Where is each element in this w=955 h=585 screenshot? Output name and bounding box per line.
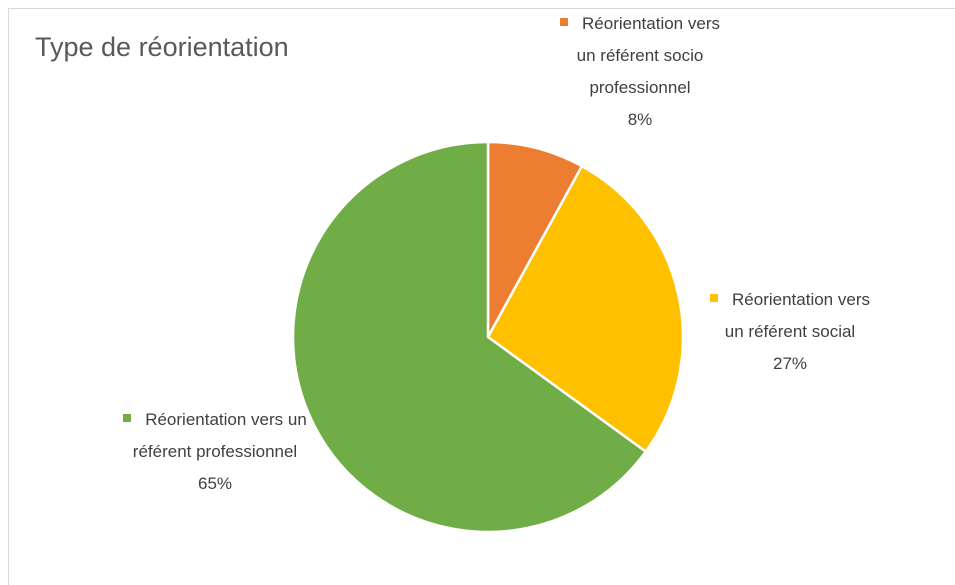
legend-marker	[123, 414, 132, 422]
value-label: 27%	[772, 354, 808, 373]
data-label: Réorientation vers un référent socio pro…	[550, 8, 730, 136]
pie-slice	[291, 140, 648, 534]
legend-marker	[560, 18, 569, 26]
data-label: Réorientation vers un référent professio…	[120, 404, 310, 500]
pie-slice	[486, 164, 685, 454]
category-label: Réorientation vers un référent professio…	[132, 410, 307, 461]
category-label: Réorientation vers un référent socio pro…	[576, 14, 720, 97]
legend-marker	[710, 294, 719, 302]
chart-frame	[8, 8, 955, 585]
value-label: 8%	[627, 110, 653, 129]
value-label: 65%	[197, 474, 233, 493]
chart-title: Type de réorientation	[35, 32, 289, 62]
data-label: Réorientation vers un référent social 27%	[700, 284, 880, 380]
category-label: Réorientation vers un référent social	[724, 290, 870, 341]
pie-slice	[486, 140, 584, 338]
